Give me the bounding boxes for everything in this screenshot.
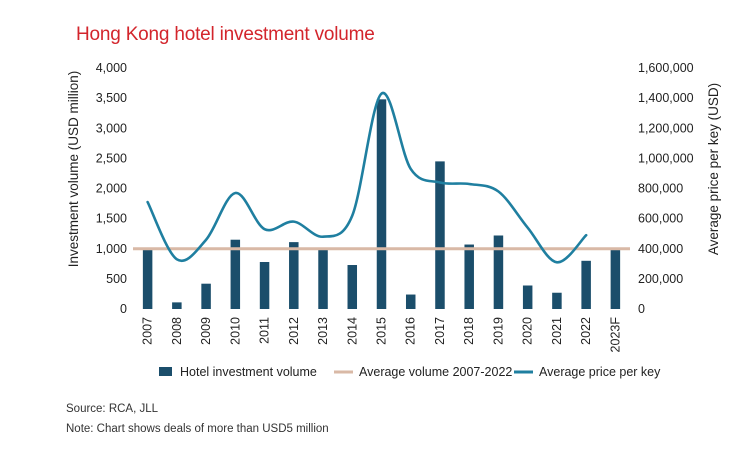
x-tick-label: 2017 <box>433 317 447 345</box>
left-axis-title: Investment volume (USD million) <box>66 71 81 268</box>
bars-layer <box>142 99 621 309</box>
left-tick-label: 3,000 <box>96 121 127 135</box>
x-axis: 2007 2008 2009 2010 2011 2012 2013 2014 2015 2016… <box>141 317 623 353</box>
right-tick-label: 0 <box>638 302 645 316</box>
x-tick-label: 2007 <box>141 317 155 345</box>
left-tick-label: 1,000 <box>96 242 127 256</box>
bar <box>493 235 504 309</box>
x-tick-label: 2008 <box>170 317 184 345</box>
bar <box>318 249 328 309</box>
right-tick-label: 1,600,000 <box>638 61 694 75</box>
deal-size-note: Note: Chart shows deals of more than USD… <box>66 423 329 435</box>
x-tick-label: 2012 <box>287 317 301 345</box>
left-tick-label: 1,500 <box>96 212 127 226</box>
right-axis: 0 200,000 400,000 600,000 800,000 1,000,000 1,… <box>638 61 694 316</box>
legend-label-bar: Hotel investment volume <box>180 365 317 379</box>
right-tick-label: 1,200,000 <box>638 121 694 135</box>
left-tick-label: 3,500 <box>96 91 127 105</box>
x-tick-label: 2016 <box>404 317 418 345</box>
x-tick-label: 2014 <box>345 317 359 345</box>
x-tick-label: 2015 <box>375 317 389 345</box>
bar <box>376 99 387 309</box>
source-note: Source: RCA, JLL <box>66 403 159 415</box>
bar <box>581 260 591 309</box>
legend: Hotel investment volume Average volume 20… <box>159 365 661 379</box>
x-tick-label: 2023F <box>608 317 622 353</box>
x-tick-label: 2020 <box>521 317 535 345</box>
price-per-key-line <box>146 92 588 264</box>
right-tick-label: 200,000 <box>638 272 683 286</box>
bar <box>464 244 474 309</box>
x-tick-label: 2022 <box>579 317 593 345</box>
right-tick-label: 600,000 <box>638 212 683 226</box>
right-tick-label: 1,400,000 <box>638 91 694 105</box>
bar <box>610 249 621 309</box>
chart-title: Hong Kong hotel investment volume <box>76 24 375 45</box>
left-tick-label: 0 <box>120 302 127 316</box>
legend-label-price: Average price per key <box>539 365 661 379</box>
bar <box>289 242 299 309</box>
right-axis-title: Average price per key (USD) <box>706 83 721 255</box>
bar <box>230 239 241 309</box>
legend-label-average: Average volume 2007-2022 <box>359 365 512 379</box>
bar <box>405 294 416 309</box>
bar <box>347 265 358 309</box>
lines-layer <box>133 92 630 264</box>
legend-swatch-bar <box>159 367 172 376</box>
x-tick-label: 2018 <box>462 317 476 345</box>
right-tick-label: 400,000 <box>638 242 683 256</box>
bar <box>259 262 270 309</box>
x-tick-label: 2011 <box>258 317 272 344</box>
bar <box>201 283 211 309</box>
right-tick-label: 800,000 <box>638 182 683 196</box>
x-tick-label: 2010 <box>228 317 242 345</box>
left-tick-label: 2,000 <box>96 182 127 196</box>
bar <box>522 285 533 309</box>
left-tick-label: 2,500 <box>96 151 127 165</box>
bar <box>552 292 562 309</box>
left-tick-label: 500 <box>106 272 127 286</box>
left-tick-label: 4,000 <box>96 61 127 75</box>
x-tick-label: 2019 <box>491 317 505 345</box>
left-axis: 0 500 1,000 1,500 2,000 2,500 3,000 3,500 4,000 <box>96 61 127 316</box>
bar <box>172 302 182 309</box>
bar <box>142 248 153 309</box>
x-tick-label: 2013 <box>316 317 330 345</box>
bar <box>435 161 445 309</box>
x-tick-label: 2009 <box>199 317 213 345</box>
right-tick-label: 1,000,000 <box>638 151 694 165</box>
x-tick-label: 2021 <box>550 317 564 345</box>
